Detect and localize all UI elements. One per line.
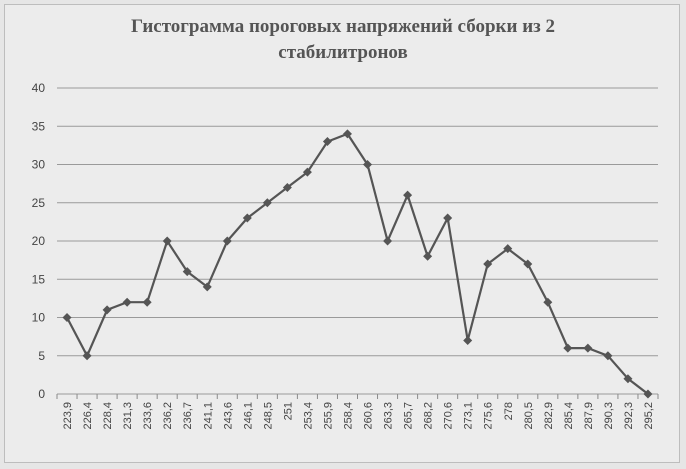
x-tick-label: 290,3 xyxy=(603,402,615,430)
y-tick-label: 5 xyxy=(38,349,45,363)
data-point xyxy=(162,236,172,246)
data-point xyxy=(82,351,92,361)
y-tick-label: 20 xyxy=(32,234,46,248)
data-point xyxy=(363,160,373,169)
y-axis-ticks: 0 5 10 15 20 25 30 35 40 xyxy=(32,81,46,401)
data-point xyxy=(383,236,393,246)
data-point xyxy=(443,213,453,223)
data-point xyxy=(182,267,192,277)
chart-title: Гистограмма пороговых напряжений сборки … xyxy=(0,14,686,66)
data-point xyxy=(62,313,72,322)
data-point xyxy=(503,244,513,254)
x-tick-label: 258,4 xyxy=(342,402,354,430)
x-tick-label: 268,2 xyxy=(423,402,435,430)
series-line xyxy=(66,132,649,395)
data-point xyxy=(603,351,613,361)
data-point xyxy=(463,335,473,345)
data-point xyxy=(222,236,232,246)
x-tick-label: 285,4 xyxy=(563,402,575,430)
x-tick-label: 228,4 xyxy=(102,402,114,430)
x-tick-label: 255,9 xyxy=(322,402,334,430)
data-point xyxy=(342,129,352,139)
x-tick-label: 265,7 xyxy=(403,402,415,430)
x-tick-label: 251 xyxy=(282,402,294,420)
chart-title-line-2: стабилитронов xyxy=(278,42,408,63)
data-point xyxy=(483,259,493,269)
data-point xyxy=(523,259,533,269)
y-tick-label: 40 xyxy=(32,81,46,95)
series-markers xyxy=(62,129,653,399)
x-tick-label: 231,3 xyxy=(122,402,134,430)
x-tick-label: 243,6 xyxy=(222,402,234,430)
data-point xyxy=(563,343,573,353)
gridlines xyxy=(57,87,658,395)
x-tick-label: 253,4 xyxy=(302,402,314,430)
data-point xyxy=(122,297,132,307)
y-tick-label: 35 xyxy=(32,119,46,133)
y-tick-label: 15 xyxy=(32,272,46,286)
x-tick-label: 223,9 xyxy=(62,402,74,430)
y-tick-label: 25 xyxy=(32,196,46,210)
data-point xyxy=(643,389,653,399)
x-tick-label: 233,6 xyxy=(142,402,154,430)
x-tick-label: 236,7 xyxy=(182,402,194,430)
x-tick-label: 246,1 xyxy=(242,402,254,430)
data-point xyxy=(102,305,112,315)
chart-title-line-1: Гистограмма пороговых напряжений сборки … xyxy=(130,16,556,37)
data-point xyxy=(242,213,252,223)
x-tick-label: 260,6 xyxy=(363,402,375,430)
x-tick-label: 270,6 xyxy=(443,402,455,430)
data-point xyxy=(403,190,413,200)
x-tick-label: 248,5 xyxy=(262,402,274,430)
y-tick-label: 30 xyxy=(32,158,46,172)
x-tick-label: 273,1 xyxy=(463,402,475,430)
x-tick-label: 292,3 xyxy=(623,402,635,430)
data-point xyxy=(142,297,152,307)
data-point xyxy=(423,251,433,261)
x-tick-label: 226,4 xyxy=(82,402,94,430)
x-tick-label: 280,5 xyxy=(523,402,535,430)
data-point xyxy=(543,297,553,307)
data-point xyxy=(262,198,272,208)
x-tick-label: 278 xyxy=(503,402,515,420)
y-tick-label: 10 xyxy=(32,311,46,325)
data-point xyxy=(302,167,312,177)
x-tick-label: 295,2 xyxy=(643,402,655,430)
data-point xyxy=(583,343,593,353)
data-point xyxy=(623,374,633,384)
x-axis-ticks: 223,9 226,4 228,4 231,3 233,6 236,2 236,7 241,1… xyxy=(56,394,659,430)
chart-frame xyxy=(4,4,680,463)
x-tick-label: 236,2 xyxy=(162,402,174,430)
x-tick-label: 282,9 xyxy=(543,402,555,430)
x-tick-label: 241,1 xyxy=(202,402,214,430)
data-point xyxy=(202,282,212,292)
x-tick-label: 275,6 xyxy=(483,402,495,430)
data-point xyxy=(322,137,332,147)
x-tick-label: 263,3 xyxy=(383,402,395,430)
data-point xyxy=(282,182,292,192)
x-tick-label: 287,9 xyxy=(583,402,595,430)
y-tick-label: 0 xyxy=(38,387,45,401)
